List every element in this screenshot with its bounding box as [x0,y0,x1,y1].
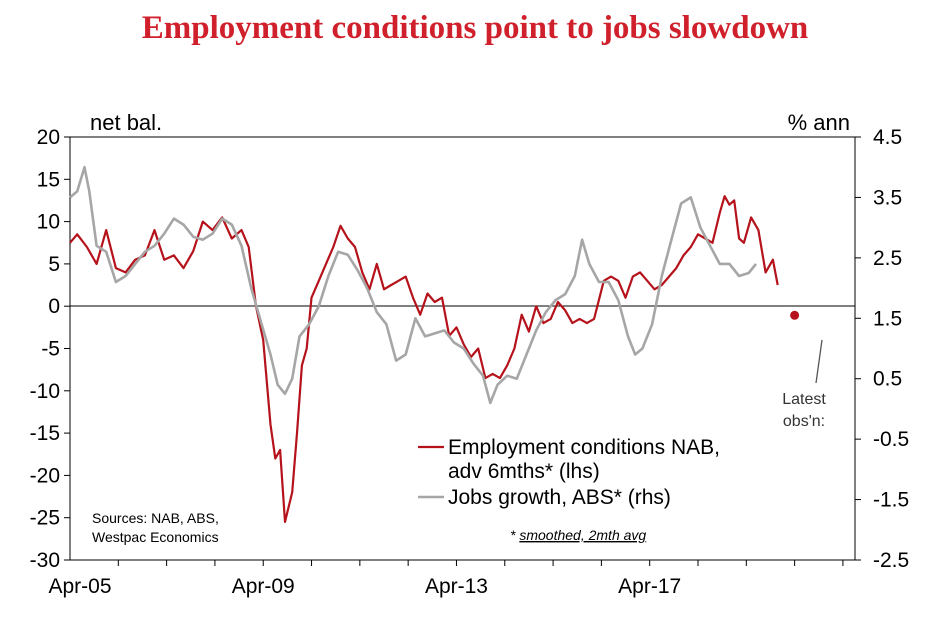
right-tick-label: -1.5 [873,489,909,512]
series-employment-conditions-line [69,195,779,523]
latest-label-line2: obs'n: [783,413,825,430]
sources-line2: Westpac Economics [92,529,219,545]
left-tick-label: -25 [30,507,60,530]
x-tick-label: Apr-17 [618,575,681,598]
latest-observation-point [790,310,800,320]
left-tick-label: -20 [30,464,60,487]
right-tick-label: 2.5 [873,247,902,270]
left-axis-ticks: 20 15 10 5 0 -5 -10 -15 -20 -25 -30 [30,126,70,572]
series-jobs-growth-line [69,165,758,405]
right-tick-label: -2.5 [873,549,909,572]
left-tick-label: 5 [48,253,60,276]
right-tick-label: 1.5 [873,307,902,330]
left-tick-label: 0 [48,295,60,318]
x-tick-label: Apr-05 [48,575,111,598]
right-tick-label: 3.5 [873,186,902,209]
right-tick-label: -0.5 [873,428,909,451]
right-tick-label: 0.5 [873,368,902,391]
left-tick-label: -10 [30,380,60,403]
right-tick-label: 4.5 [873,126,902,149]
sources-line1: Sources: NAB, ABS, [92,510,219,526]
left-tick-label: -30 [30,549,60,572]
legend-label-employment-line1: Employment conditions NAB, [448,436,720,459]
footnote: * smoothed, 2mth avg [510,527,646,543]
legend-label-jobs: Jobs growth, ABS* (rhs) [448,486,671,509]
left-tick-label: -5 [41,338,60,361]
x-tick-label: Apr-13 [425,575,488,598]
left-tick-label: 20 [37,126,60,149]
x-axis-ticks: Apr-05 Apr-09 Apr-13 Apr-17 [48,560,844,598]
latest-label-line1: Latest [782,391,826,408]
latest-pointer-line [815,339,823,384]
right-axis-ticks: 4.5 3.5 2.5 1.5 0.5 -0.5 -1.5 -2.5 [855,126,909,572]
left-axis-unit: net bal. [90,110,162,135]
left-tick-label: 15 [37,168,60,191]
x-tick-label: Apr-09 [232,575,295,598]
left-tick-label: -15 [30,422,60,445]
chart-title: Employment conditions point to jobs slow… [141,10,809,46]
legend-label-employment-line2: adv 6mths* (lhs) [448,460,600,483]
left-tick-label: 10 [37,211,60,234]
right-axis-unit: % ann [788,110,850,135]
